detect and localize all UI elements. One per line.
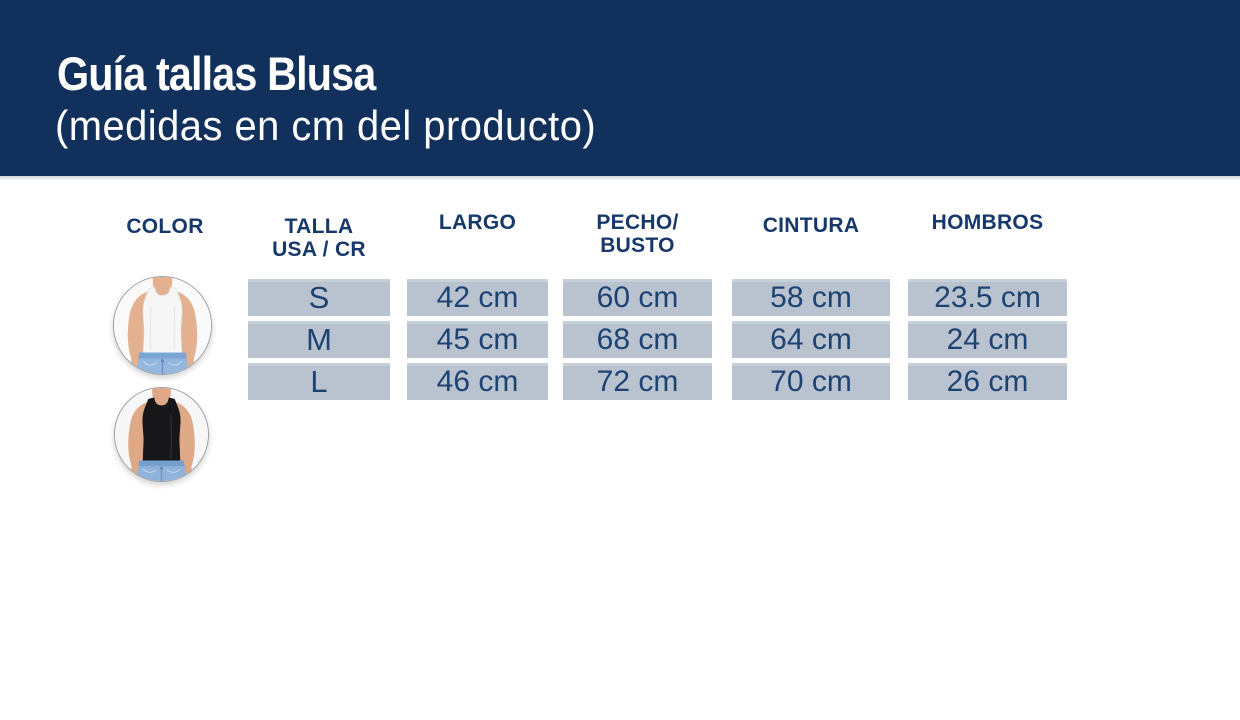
- largo-value-m: 45 cm: [407, 321, 548, 358]
- column-header-largo-line1: LARGO: [438, 211, 517, 234]
- product-photo-white-tank-top: [113, 276, 212, 375]
- pecho-value-s: 60 cm: [563, 279, 712, 316]
- cintura-value-m: 64 cm: [732, 321, 890, 358]
- tank-shading: [149, 306, 176, 351]
- column-header-talla-line2: USA / CR: [272, 238, 366, 261]
- column-header-color: COLOR: [113, 215, 217, 238]
- cintura-value-s: 58 cm: [732, 279, 890, 316]
- band-divider: [0, 176, 1240, 181]
- column-header-color-label: COLOR: [126, 215, 204, 238]
- hombros-value-s: 23.5 cm: [908, 279, 1067, 316]
- column-header-largo: LARGO: [407, 211, 548, 234]
- title-band: [0, 0, 1240, 176]
- column-header-talla: TALLA USA / CR: [248, 215, 390, 261]
- page-title: Guía tallas Blusa: [57, 47, 376, 100]
- column-header-pecho-line2: BUSTO: [600, 234, 675, 257]
- column-header-pecho-line1: PECHO/: [596, 211, 679, 234]
- jeans: [136, 460, 187, 481]
- tank-top: [142, 397, 181, 463]
- largo-value-l: 46 cm: [407, 363, 548, 400]
- tank-top: [142, 286, 183, 355]
- product-photo-black-tank-top: [114, 387, 209, 482]
- size-cell-l: L: [248, 363, 390, 400]
- column-header-talla-line1: TALLA: [284, 215, 354, 238]
- column-header-cintura: CINTURA: [732, 214, 890, 237]
- pecho-value-l: 72 cm: [563, 363, 712, 400]
- column-header-pecho-busto: PECHO/ BUSTO: [563, 211, 712, 257]
- pecho-value-m: 68 cm: [563, 321, 712, 358]
- largo-value-s: 42 cm: [407, 279, 548, 316]
- column-header-cintura-line1: CINTURA: [762, 214, 860, 237]
- size-cell-s: S: [248, 279, 390, 316]
- black-tank-top-graphic: [115, 388, 208, 481]
- jeans: [136, 352, 189, 374]
- column-header-hombros-line1: HOMBROS: [931, 211, 1044, 234]
- cintura-value-l: 70 cm: [732, 363, 890, 400]
- size-cell-m: M: [248, 321, 390, 358]
- hombros-value-m: 24 cm: [908, 321, 1067, 358]
- page-subtitle: (medidas en cm del producto): [55, 102, 597, 149]
- white-tank-top-graphic: [114, 277, 211, 374]
- hombros-value-l: 26 cm: [908, 363, 1067, 400]
- column-header-hombros: HOMBROS: [908, 211, 1067, 234]
